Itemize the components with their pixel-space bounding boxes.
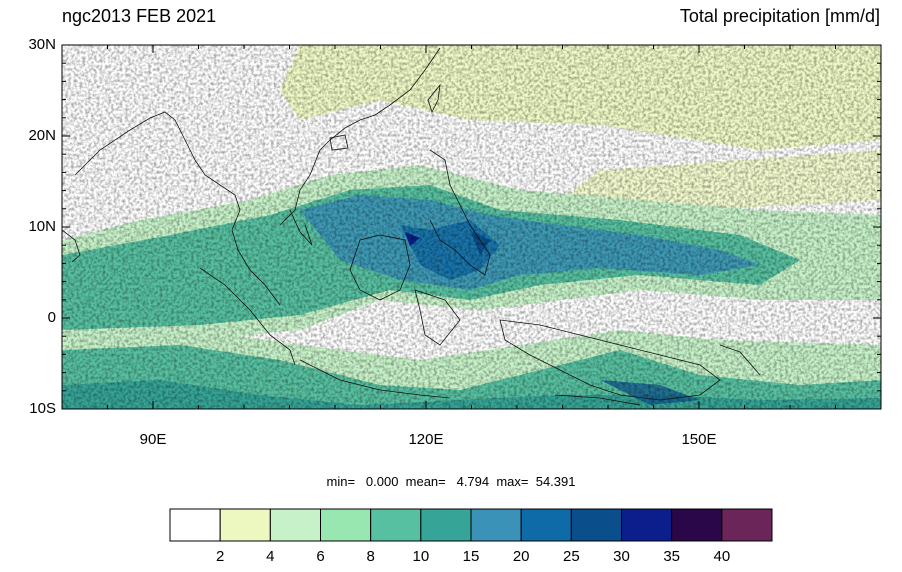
colorbar-swatch (169, 508, 221, 542)
colorbar-level-label: 20 (512, 548, 530, 565)
lon-label: 120E (408, 431, 444, 448)
colorbar-swatch (320, 508, 372, 542)
colorbar-level-label: 10 (412, 548, 430, 565)
plot-title-left: ngc2013 FEB 2021 (62, 6, 217, 26)
colorbar-level-label: 2 (215, 548, 225, 565)
statistics-line: min= 0.000 mean= 4.794 max= 54.391 (326, 474, 576, 489)
axis-ticks (61, 44, 882, 410)
colorbar-swatch (671, 508, 723, 542)
lat-label: 20N (28, 127, 56, 144)
lat-label: 10S (29, 400, 56, 417)
lat-label: 30N (28, 36, 56, 53)
colorbar-level-label: 30 (613, 548, 630, 565)
lat-label: 10N (28, 218, 56, 235)
lon-label: 150E (681, 431, 717, 448)
colorbar-swatch (570, 508, 622, 542)
colorbar-level-label: 25 (562, 548, 580, 565)
lat-label: 0 (47, 309, 56, 326)
coastlines (62, 47, 761, 406)
colorbar-level-label: 4 (266, 548, 275, 565)
colorbar-swatch (370, 508, 422, 542)
colorbar-swatch (520, 508, 572, 542)
plot-title-right: Total precipitation [mm/d] (679, 6, 880, 26)
colorbar-level-label: 15 (462, 548, 480, 565)
precip-field (62, 45, 881, 409)
lon-label: 90E (139, 431, 167, 448)
colorbar-swatch (470, 508, 522, 542)
colorbar-swatch (721, 508, 773, 542)
colorbar-level-label: 35 (663, 548, 680, 565)
colorbar-swatch (420, 508, 472, 542)
colorbar-level-label: 40 (713, 548, 731, 565)
colorbar-swatch (269, 508, 322, 542)
colorbar-swatch (621, 508, 673, 542)
colorbar-level-label: 6 (316, 548, 325, 565)
colorbar-swatch (219, 508, 271, 542)
colorbar-level-label: 8 (366, 548, 375, 565)
colorbar (169, 508, 773, 542)
